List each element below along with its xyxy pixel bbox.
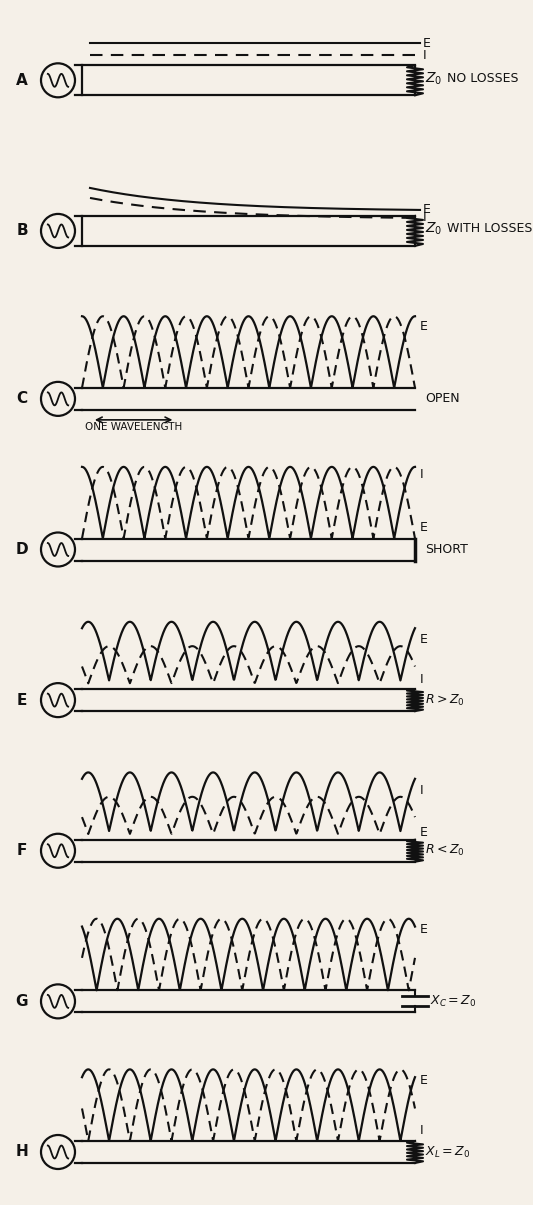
Text: $X_L = Z_0$: $X_L = Z_0$ xyxy=(425,1145,470,1159)
Text: A: A xyxy=(16,72,28,88)
Text: $Z_0$: $Z_0$ xyxy=(425,221,442,237)
Text: H: H xyxy=(15,1145,28,1159)
Text: E: E xyxy=(17,693,27,707)
Text: $R > Z_0$: $R > Z_0$ xyxy=(425,693,465,707)
Text: I: I xyxy=(420,468,424,481)
Text: $Z_0$: $Z_0$ xyxy=(425,70,442,87)
Text: E: E xyxy=(420,923,428,936)
Bar xyxy=(82,216,415,246)
Text: E: E xyxy=(423,204,431,217)
Text: G: G xyxy=(16,994,28,1009)
Text: B: B xyxy=(16,223,28,239)
Text: E: E xyxy=(420,522,428,534)
Text: I: I xyxy=(420,1124,424,1136)
Text: I: I xyxy=(423,211,426,224)
Text: SHORT: SHORT xyxy=(425,543,468,556)
Text: WITH LOSSES: WITH LOSSES xyxy=(447,223,532,235)
Bar xyxy=(82,65,415,95)
Text: $X_C = Z_0$: $X_C = Z_0$ xyxy=(430,994,477,1009)
Text: E: E xyxy=(420,1074,428,1087)
Text: E: E xyxy=(420,321,428,334)
Text: ONE WAVELENGTH: ONE WAVELENGTH xyxy=(85,422,182,431)
Text: F: F xyxy=(17,844,27,858)
Text: E: E xyxy=(420,633,428,646)
Text: $R < Z_0$: $R < Z_0$ xyxy=(425,844,465,858)
Text: I: I xyxy=(423,49,426,61)
Text: NO LOSSES: NO LOSSES xyxy=(447,72,519,84)
Text: C: C xyxy=(17,392,28,406)
Text: I: I xyxy=(420,783,424,797)
Text: OPEN: OPEN xyxy=(425,393,459,405)
Text: E: E xyxy=(420,825,428,839)
Text: E: E xyxy=(423,37,431,49)
Text: I: I xyxy=(420,672,424,686)
Text: D: D xyxy=(15,542,28,557)
